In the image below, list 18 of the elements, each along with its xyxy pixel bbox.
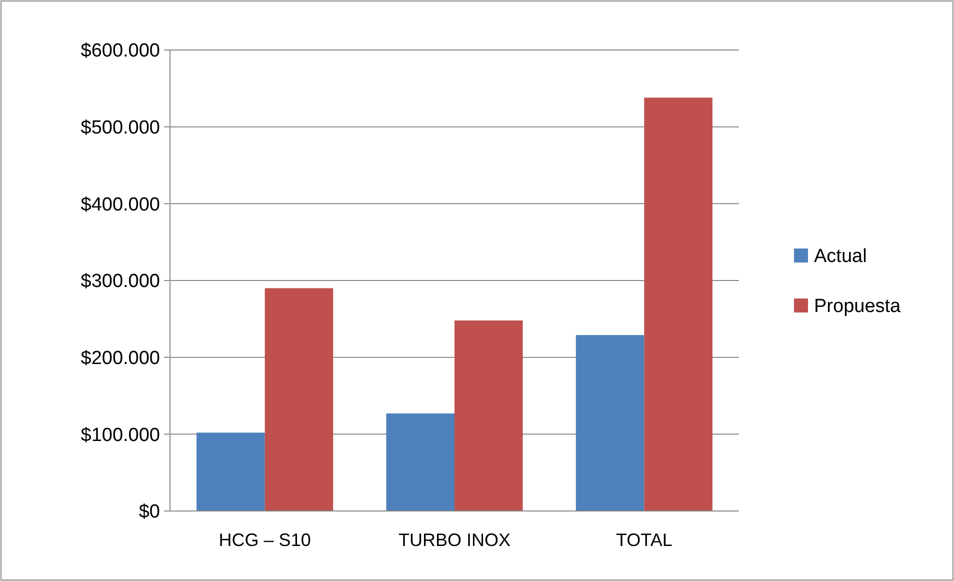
legend-label: Actual bbox=[814, 246, 867, 268]
y-tick-label: $600.000 bbox=[80, 40, 160, 62]
bar bbox=[454, 320, 523, 511]
bar bbox=[576, 335, 644, 511]
y-tick-label: $0 bbox=[138, 502, 160, 523]
y-tick-label: $300.000 bbox=[80, 271, 160, 292]
bar bbox=[264, 288, 334, 511]
y-tick-label: $500.000 bbox=[80, 117, 160, 138]
y-tick-label: $400.000 bbox=[80, 194, 160, 216]
bar bbox=[386, 413, 454, 511]
x-tick-label: TOTAL bbox=[616, 530, 672, 550]
y-tick-label: $100.000 bbox=[80, 424, 160, 446]
legend-label: Propuesta bbox=[814, 296, 902, 318]
y-tick-label: $200.000 bbox=[80, 348, 160, 369]
bar bbox=[196, 432, 265, 511]
x-tick-label: TURBO INOX bbox=[398, 530, 511, 550]
bar bbox=[644, 98, 712, 511]
x-tick-label: HCG – S10 bbox=[218, 530, 311, 550]
